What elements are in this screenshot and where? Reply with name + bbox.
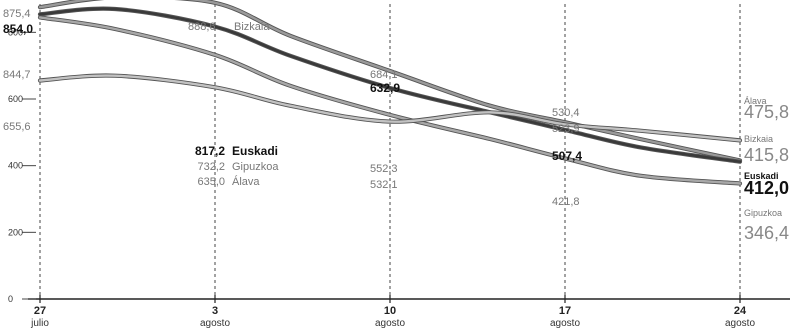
- y-tick-label: 0: [8, 294, 13, 304]
- legend-name: Euskadi: [232, 144, 278, 158]
- x-tick-day: 3: [212, 305, 218, 317]
- x-tick-month: agosto: [725, 318, 755, 329]
- legend-value: 635,0: [197, 176, 225, 188]
- legend-name: Álava: [232, 175, 260, 188]
- data-label: 875,4: [3, 8, 31, 20]
- data-label: 684,1: [370, 69, 398, 81]
- data-label: 532,1: [370, 179, 398, 191]
- end-series-value: 346,4: [744, 223, 789, 243]
- end-series-value: 475,8: [744, 102, 789, 122]
- end-series-name: Euskadi: [744, 171, 779, 181]
- data-label: 655,6: [3, 121, 31, 133]
- data-label: 530,4: [552, 107, 580, 119]
- x-tick-day: 24: [734, 305, 747, 317]
- data-label: 844,7: [3, 69, 31, 81]
- x-tick-month: agosto: [550, 318, 580, 329]
- legend-value: 817,2: [195, 144, 225, 158]
- axes: 27julio3agosto10agosto17agosto24agosto02…: [8, 4, 790, 329]
- y-tick-label: 800: [8, 27, 23, 37]
- end-series-name: Gipuzkoa: [744, 208, 782, 218]
- end-series-value: 412,0: [744, 178, 789, 198]
- data-label: 888,6: [188, 21, 216, 33]
- series-name-label: Bizkaia: [234, 21, 270, 33]
- data-label: 552,3: [370, 163, 398, 175]
- x-tick-month: julio: [30, 318, 49, 329]
- x-tick-day: 27: [34, 305, 46, 317]
- x-tick-day: 17: [559, 305, 571, 317]
- legend-name: Gipuzkoa: [232, 161, 279, 173]
- end-series-value: 415,8: [744, 145, 789, 165]
- y-tick-label: 200: [8, 227, 23, 237]
- end-series-name: Bizkaia: [744, 134, 773, 144]
- x-tick-month: agosto: [375, 318, 405, 329]
- data-label: 854,0: [3, 22, 33, 36]
- x-tick-month: agosto: [200, 318, 230, 329]
- data-label: 523,9: [552, 123, 580, 135]
- series-line-gipuzkoa: [38, 16, 742, 185]
- data-label: 421,8: [552, 196, 580, 208]
- data-label: 632,9: [370, 81, 400, 95]
- series-layer: [37, 0, 743, 186]
- series-line-lava: [38, 74, 742, 142]
- end-series-name: Álava: [744, 96, 767, 106]
- series-line-euskadi: [38, 7, 742, 163]
- y-tick-label: 600: [8, 94, 23, 104]
- data-label: 507,4: [552, 149, 582, 163]
- series-line-bizkaia: [38, 0, 742, 162]
- y-tick-label: 400: [8, 161, 23, 171]
- legend-value: 732,2: [197, 161, 225, 173]
- x-tick-day: 10: [384, 305, 396, 317]
